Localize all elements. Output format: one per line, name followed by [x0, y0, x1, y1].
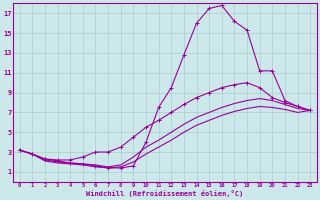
X-axis label: Windchill (Refroidissement éolien,°C): Windchill (Refroidissement éolien,°C) — [86, 190, 244, 197]
